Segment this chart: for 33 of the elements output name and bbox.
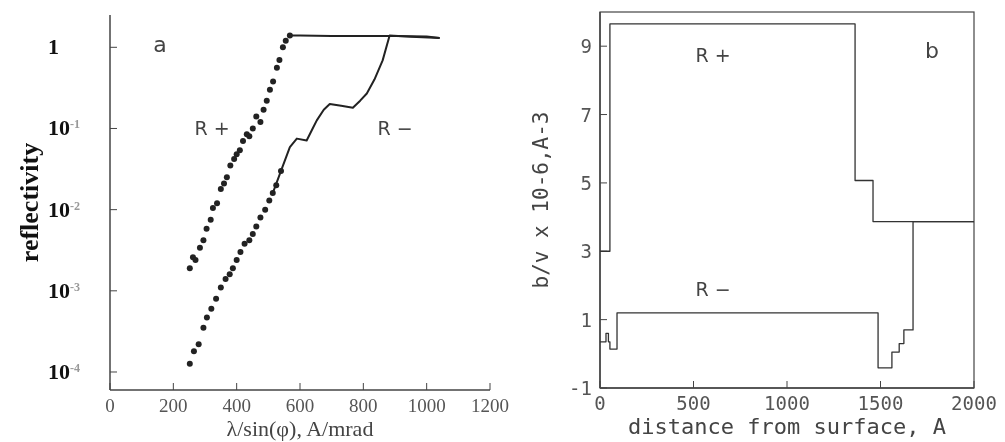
x-tick-label: 0 [105, 395, 115, 416]
x-tick-label: 400 [222, 395, 251, 416]
y-tick-label: 3 [580, 240, 592, 263]
x-tick-label: 1000 [764, 392, 810, 414]
x-tick-label: 600 [285, 395, 315, 416]
annotation: b [925, 38, 939, 63]
x-tick-label: 0 [594, 392, 606, 414]
annotation: R − [695, 278, 731, 300]
y-axis-title: reflectivity [15, 142, 44, 263]
x-axis-title: distance from surface, A [628, 414, 946, 439]
x-tick-label: 200 [159, 395, 188, 416]
y-axis-title: b/v x 10-6,A-3 [529, 111, 553, 289]
annotation: R + [695, 44, 731, 66]
x-tick-label: 500 [676, 392, 711, 414]
x-tick-label: 2000 [951, 392, 997, 414]
y-tick-label: 9 [580, 35, 592, 58]
y-tick-label: -1 [569, 377, 592, 399]
x-tick-label: 1200 [471, 395, 509, 416]
annotation: R − [377, 117, 413, 139]
x-axis-title: λ/sin(φ), A/mrad [226, 416, 374, 441]
y-tick-label: 7 [580, 103, 592, 126]
y-tick-label: 10$^{-3}$ [48, 277, 81, 303]
y-tick-label: 1 [48, 34, 59, 60]
x-tick-label: 800 [349, 395, 378, 416]
y-tick-label: 10$^{-2}$ [48, 196, 81, 222]
y-tick-label: 10$^{-4}$ [48, 358, 81, 384]
y-tick-label: 1 [580, 308, 592, 331]
annotation: a [153, 32, 167, 57]
y-tick-label: 5 [580, 171, 592, 194]
y-tick-label: 10$^{-1}$ [48, 115, 81, 141]
x-tick-label: 1500 [857, 392, 904, 414]
annotation: R + [194, 117, 230, 139]
x-tick-label: 1000 [407, 395, 446, 416]
